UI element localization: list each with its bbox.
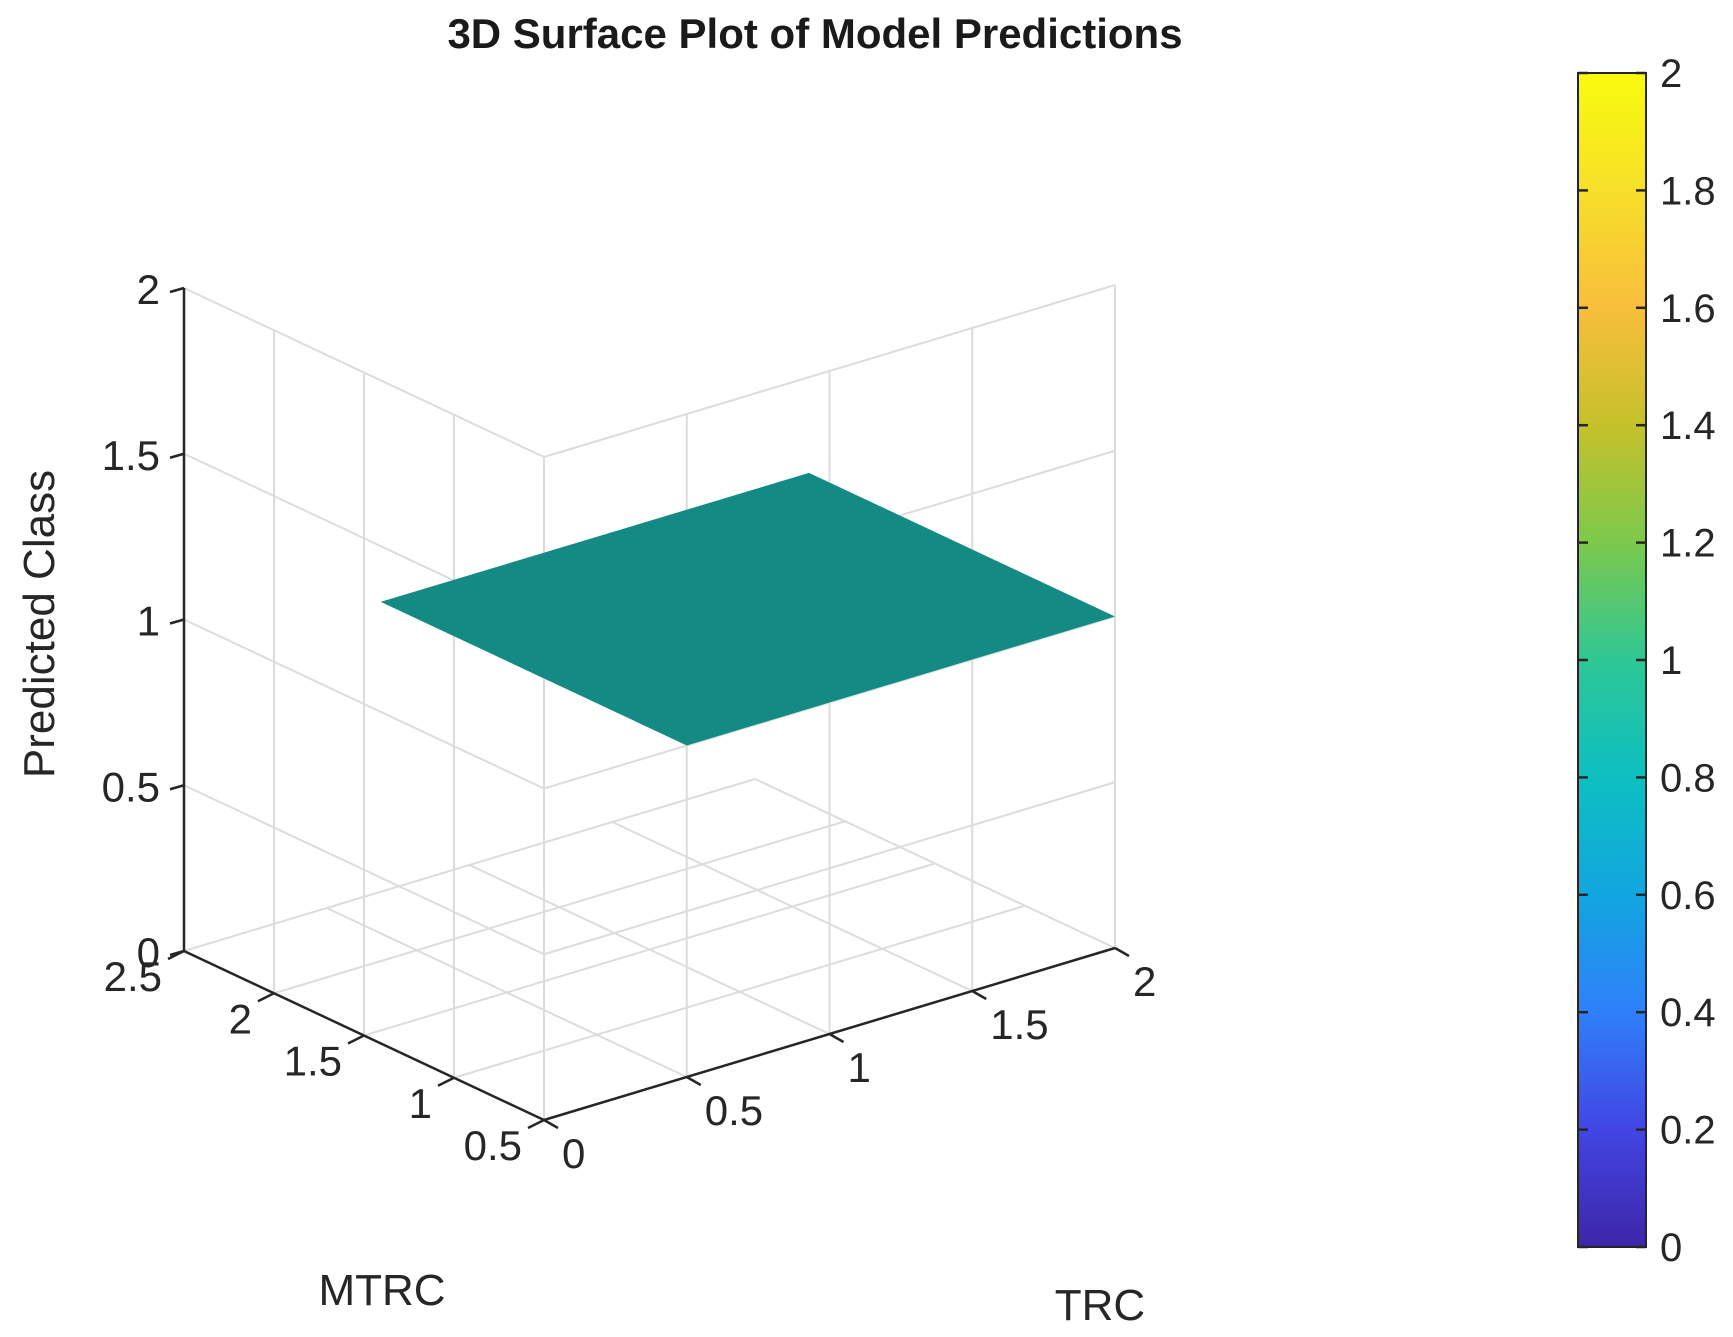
- colorbar-ticks: 0 0.2 0.4 0.6 0.8 1 1.2 1.4 1.6 1.8 2: [1578, 52, 1716, 1270]
- z-tick-label: 1.5: [102, 432, 160, 479]
- chart-title: 3D Surface Plot of Model Predictions: [447, 10, 1182, 57]
- grid-line: [363, 862, 936, 1037]
- grid-line: [273, 820, 846, 995]
- z-tick-mark: [169, 784, 185, 791]
- z-tick-mark: [169, 618, 185, 625]
- z-axis-label: Predicted Class: [15, 470, 64, 778]
- grid-line: [183, 778, 756, 952]
- x-tick-label: 2: [1133, 958, 1156, 1005]
- x-tick-mark: [543, 1118, 559, 1130]
- grid-line: [543, 284, 1116, 458]
- surface-layer: [380, 472, 1115, 746]
- y-tick-mark: [347, 1034, 365, 1045]
- y-tick-mark: [167, 949, 185, 961]
- grid-line: [453, 904, 1026, 1079]
- x-tick-mark: [971, 989, 987, 1001]
- y-axis-label: MTRC: [318, 1266, 445, 1315]
- grid-line: [183, 618, 545, 790]
- y-tick-mark: [437, 1076, 455, 1087]
- colorbar-tick-label: 0.6: [1660, 874, 1716, 918]
- colorbar-gradient: [1577, 72, 1647, 1248]
- colorbar-tick-label: 1.8: [1660, 169, 1716, 213]
- colorbar-tick-label: 1: [1660, 639, 1682, 683]
- colorbar-tick-label: 0.4: [1660, 991, 1716, 1035]
- grid-line: [183, 287, 545, 458]
- grid-line: [183, 784, 545, 956]
- y-tick-label: 1: [409, 1080, 432, 1127]
- z-tick-label: 0.5: [102, 763, 160, 810]
- x-tick-mark: [686, 1075, 702, 1087]
- x-tick-label: 1.5: [990, 1001, 1048, 1048]
- z-tick-label: 0: [137, 929, 160, 976]
- colorbar-tick-label: 2: [1660, 52, 1682, 96]
- x-tick-mark: [828, 1032, 845, 1044]
- x-axis-label: TRC: [1055, 1281, 1145, 1330]
- grid-line: [543, 781, 1116, 956]
- x-tick-mark: [1114, 946, 1130, 958]
- tick-labels: 00.511.520.511.522.500.511.52: [102, 266, 1157, 1177]
- y-tick-label: 1.5: [284, 1038, 342, 1085]
- z-tick-mark: [169, 286, 185, 294]
- x-tick-label: 0.5: [705, 1087, 763, 1134]
- z-tick-label: 2: [137, 266, 160, 313]
- colorbar-tick-label: 1.6: [1660, 287, 1716, 331]
- colorbar-tick-label: 1.2: [1660, 522, 1716, 566]
- x-tick-label: 0: [562, 1130, 585, 1177]
- colorbar-tick-label: 1.4: [1660, 404, 1716, 448]
- y-tick-label: 0.5: [464, 1122, 522, 1169]
- colorbar-tick-label: 0.2: [1660, 1109, 1716, 1153]
- colorbar-tick-label: 0: [1660, 1226, 1682, 1270]
- y-tick-label: 2.5: [104, 953, 162, 1000]
- colorbar: 0 0.2 0.4 0.6 0.8 1 1.2 1.4 1.6 1.8 2: [1577, 52, 1716, 1270]
- z-tick-mark: [169, 452, 185, 459]
- prediction-surface: [380, 472, 1115, 746]
- y-tick-label: 2: [229, 995, 252, 1042]
- colorbar-tick-label: 0.8: [1660, 756, 1716, 800]
- y-tick-mark: [527, 1118, 545, 1130]
- y-tick-mark: [257, 992, 275, 1003]
- x-tick-label: 1: [848, 1044, 871, 1091]
- axes: [167, 286, 1130, 1130]
- z-tick-label: 1: [137, 598, 160, 645]
